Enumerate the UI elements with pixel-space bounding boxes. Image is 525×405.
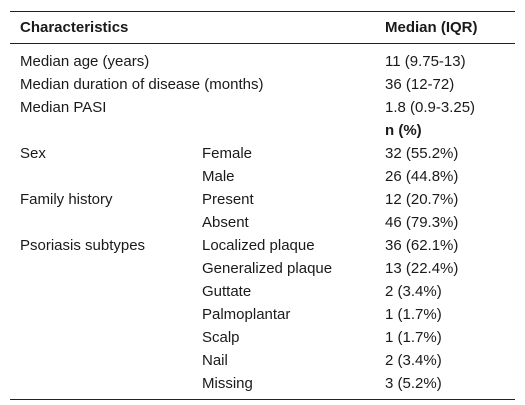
row-value: 1.8 (0.9-3.25) xyxy=(385,99,476,116)
row-category: Generalized plaque xyxy=(202,260,333,277)
table-row: Missing 3 (5.2%) xyxy=(10,372,515,400)
characteristics-table: Characteristics Median (IQR) Median age … xyxy=(10,11,515,400)
row-category: Missing xyxy=(202,375,253,392)
row-category: Scalp xyxy=(202,329,240,346)
row-category: Localized plaque xyxy=(202,237,315,254)
header-characteristics: Characteristics xyxy=(20,19,129,36)
header-row: Characteristics Median (IQR) xyxy=(10,11,515,44)
row-value: 1 (1.7%) xyxy=(385,306,442,323)
row-value: 2 (3.4%) xyxy=(385,283,442,300)
row-value: 12 (20.7%) xyxy=(385,191,459,208)
table-row: Median PASI 1.8 (0.9-3.25) xyxy=(10,96,515,119)
table-row: Guttate 2 (3.4%) xyxy=(10,280,515,303)
row-category: Palmoplantar xyxy=(202,306,291,323)
n-pct-header-row: n (%) xyxy=(10,119,515,142)
header-median-iqr: Median (IQR) xyxy=(385,19,478,36)
row-category: Guttate xyxy=(202,283,252,300)
group-label-family-history: Family history xyxy=(20,191,113,208)
table-row: Median age (years) 11 (9.75-13) xyxy=(10,44,515,74)
row-label: Median age (years) xyxy=(20,53,150,70)
row-value: 13 (22.4%) xyxy=(385,260,459,277)
row-label: Median duration of disease (months) xyxy=(20,76,264,93)
n-pct-header: n (%) xyxy=(385,122,422,139)
table-row: Palmoplantar 1 (1.7%) xyxy=(10,303,515,326)
row-category: Present xyxy=(202,191,254,208)
row-category: Absent xyxy=(202,214,249,231)
row-value: 3 (5.2%) xyxy=(385,375,442,392)
table-row: Sex Female 32 (55.2%) xyxy=(10,142,515,165)
group-label-sex: Sex xyxy=(20,145,46,162)
table-row: Nail 2 (3.4%) xyxy=(10,349,515,372)
row-value: 32 (55.2%) xyxy=(385,145,459,162)
row-value: 1 (1.7%) xyxy=(385,329,442,346)
row-category: Nail xyxy=(202,352,228,369)
row-category: Male xyxy=(202,168,235,185)
row-value: 46 (79.3%) xyxy=(385,214,459,231)
row-value: 26 (44.8%) xyxy=(385,168,459,185)
row-value: 36 (12-72) xyxy=(385,76,455,93)
table-row: Family history Present 12 (20.7%) xyxy=(10,188,515,211)
table-row: Psoriasis subtypes Localized plaque 36 (… xyxy=(10,234,515,257)
table-body: Median age (years) 11 (9.75-13) Median d… xyxy=(10,44,515,400)
table-row: Scalp 1 (1.7%) xyxy=(10,326,515,349)
row-value: 2 (3.4%) xyxy=(385,352,442,369)
row-value: 36 (62.1%) xyxy=(385,237,459,254)
characteristics-table-container: Characteristics Median (IQR) Median age … xyxy=(10,11,515,400)
row-category: Female xyxy=(202,145,253,162)
table-row: Median duration of disease (months) 36 (… xyxy=(10,73,515,96)
table-row: Male 26 (44.8%) xyxy=(10,165,515,188)
table-row: Absent 46 (79.3%) xyxy=(10,211,515,234)
table-header: Characteristics Median (IQR) xyxy=(10,11,515,44)
table-row: Generalized plaque 13 (22.4%) xyxy=(10,257,515,280)
group-label-subtypes: Psoriasis subtypes xyxy=(20,237,146,254)
row-label: Median PASI xyxy=(20,99,107,116)
row-value: 11 (9.75-13) xyxy=(385,53,466,70)
